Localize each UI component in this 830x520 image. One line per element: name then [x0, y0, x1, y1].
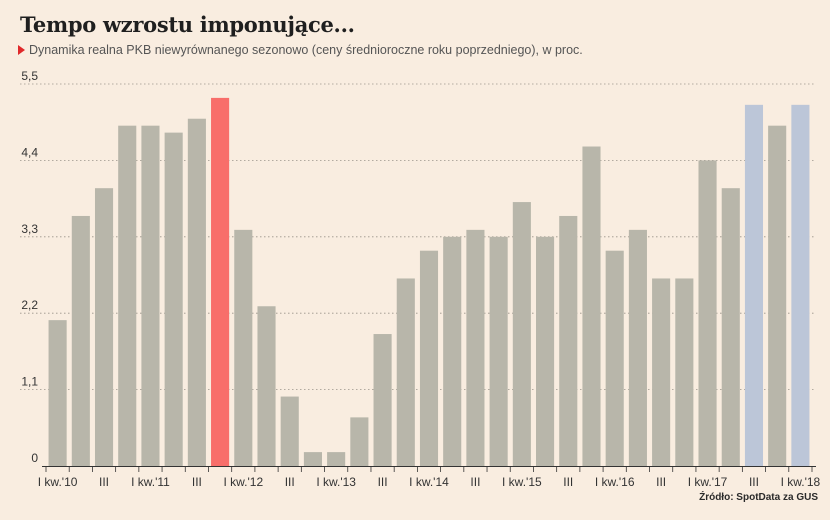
bar	[768, 125, 787, 466]
triangle-marker-icon	[18, 45, 25, 55]
x-axis-ticks: I kw.'10 III I kw.'11 III I kw.'12 III I kw.'1…	[38, 475, 821, 489]
bar	[48, 320, 67, 466]
bar	[350, 417, 369, 466]
x-tick-label: I kw.'14	[409, 475, 449, 489]
x-tick-label: I kw.'17	[688, 475, 728, 489]
x-tick-label: III	[470, 475, 480, 489]
subtitle-row: Dynamika realna PKB niewyrównanego sezon…	[18, 43, 583, 57]
bar	[443, 236, 462, 466]
bar	[118, 125, 137, 466]
bar	[211, 97, 230, 467]
y-tick-label: 3,3	[21, 222, 38, 236]
bar	[71, 215, 90, 466]
x-tick-label: III	[378, 475, 388, 489]
bar	[141, 125, 160, 466]
x-tick-label: III	[285, 475, 295, 489]
bars	[48, 97, 810, 467]
x-tick-label: I kw.'10	[38, 475, 78, 489]
x-tick-label: I kw.'16	[595, 475, 635, 489]
bar	[94, 188, 114, 466]
bar	[744, 104, 764, 466]
bar	[628, 229, 647, 466]
bar	[489, 236, 508, 466]
y-axis-ticks: 0 1,1 2,2 3,3 4,4 5,5	[21, 69, 38, 465]
x-axis	[42, 466, 816, 472]
y-tick-label: 5,5	[21, 69, 38, 83]
bar	[698, 160, 717, 466]
bar	[582, 146, 601, 466]
bar	[187, 118, 206, 467]
bar	[234, 229, 253, 466]
x-tick-label: III	[99, 475, 109, 489]
x-tick-label: I kw.'13	[316, 475, 356, 489]
x-tick-label: I kw.'11	[131, 475, 170, 489]
bar	[466, 229, 485, 466]
chart-title: Tempo wzrostu imponujące...	[20, 12, 355, 37]
bar	[559, 215, 578, 466]
x-tick-label: III	[192, 475, 202, 489]
x-tick-label: I kw.'12	[223, 475, 263, 489]
bar	[373, 334, 392, 466]
y-tick-label: 1,1	[21, 375, 38, 389]
x-tick-label: I kw.'18	[781, 475, 821, 489]
y-tick-label: 4,4	[21, 145, 38, 159]
bar	[721, 188, 740, 466]
bar	[327, 452, 346, 466]
x-tick-label: III	[563, 475, 573, 489]
x-tick-label: I kw.'15	[502, 475, 542, 489]
bar	[303, 452, 322, 466]
source-note: Źródło: SpotData za GUS	[699, 492, 818, 503]
bar	[652, 278, 671, 466]
x-tick-label: III	[749, 475, 759, 489]
bar	[536, 236, 555, 466]
bar	[791, 104, 810, 466]
bar	[605, 250, 624, 466]
bar	[280, 396, 299, 466]
bar	[257, 306, 276, 466]
bar	[396, 278, 415, 466]
bar	[675, 278, 694, 466]
chart-subtitle: Dynamika realna PKB niewyrównanego sezon…	[29, 43, 583, 57]
y-tick-label: 0	[31, 451, 38, 465]
y-tick-label: 2,2	[21, 298, 38, 312]
bar	[419, 250, 439, 466]
bar	[512, 202, 531, 466]
x-tick-label: III	[656, 475, 666, 489]
bar	[164, 132, 183, 467]
gridlines	[20, 83, 816, 391]
